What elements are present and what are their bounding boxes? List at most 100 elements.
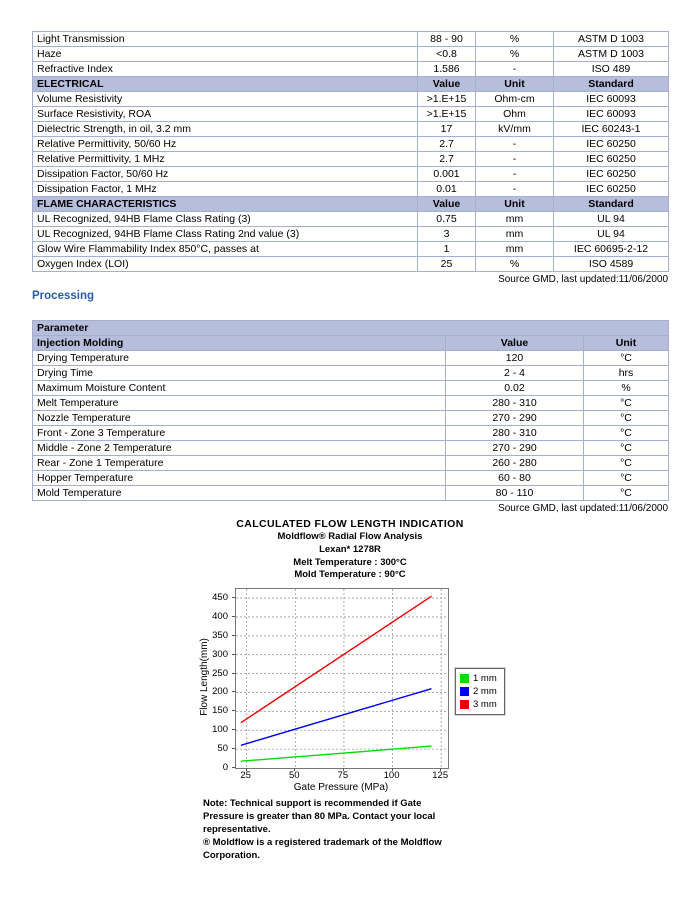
cell: Ohm-cm (475, 91, 554, 107)
note-line-1: Note: Technical support is recommended i… (203, 798, 422, 809)
header-cell: Value (417, 196, 476, 212)
header-cell: Value (445, 335, 584, 351)
legend-swatch (460, 674, 469, 683)
table-row: Haze <0.8% ASTM D 1003 (32, 46, 669, 62)
cell: IEC 60093 (553, 91, 669, 107)
cell: 0.01 (417, 181, 476, 197)
cell: Rear - Zone 1 Temperature (32, 455, 446, 471)
cell: % (475, 46, 554, 62)
cell: Surface Resistivity, ROA (32, 106, 418, 122)
legend-swatch (460, 700, 469, 709)
table-header-row: FLAME CHARACTERISTICS Value Unit Standard (32, 196, 669, 212)
y-tick-mark (232, 748, 235, 750)
cell: °C (583, 395, 669, 411)
table-row: Nozzle Temperature 270 - 290 °C (32, 410, 669, 426)
legend-swatch (460, 687, 469, 696)
table-row: Drying Temperature 120 °C (32, 350, 669, 366)
legend-item: 1 mm (460, 672, 497, 685)
datasheet-page: Light Transmission 88 - 90% ASTM D 1003 Haz… (32, 31, 669, 861)
source-note-2: Source GMD, last updated:11/06/2000 (498, 503, 668, 514)
y-tick-label: 0 (222, 762, 228, 773)
cell: UL Recognized, 94HB Flame Class Rating 2… (32, 226, 418, 242)
cell: - (475, 181, 554, 197)
header-cell: Injection Molding (32, 335, 446, 351)
legend-label: 2 mm (473, 686, 497, 697)
x-tick-label: 75 (337, 770, 349, 781)
x-tick-mark (294, 768, 296, 771)
y-tick-label: 400 (212, 610, 228, 622)
table-row: Mold Temperature 80 - 110 °C (32, 485, 669, 501)
cell: Light Transmission (32, 31, 418, 47)
cell: Maximum Moisture Content (32, 380, 446, 396)
cell: °C (583, 425, 669, 441)
y-tick-label: 350 (212, 629, 228, 641)
cell: - (475, 166, 554, 182)
chart-subtitle-3: Melt Temperature : 300°C (293, 556, 407, 568)
y-tick-mark (232, 691, 235, 693)
cell: Dissipation Factor, 1 MHz (32, 181, 418, 197)
cell: ASTM D 1003 (553, 31, 669, 47)
note-line-2: Pressure is greater than 80 MPa. Contact… (203, 811, 436, 822)
cell: >1.E+15 (417, 106, 476, 122)
y-tick-mark (232, 597, 235, 599)
x-tick-label: 100 (383, 770, 400, 781)
header-cell: Unit (475, 76, 554, 92)
cell: Drying Temperature (32, 350, 446, 366)
note-line-3: representative. (203, 824, 271, 835)
cell: % (475, 256, 554, 272)
cell: Drying Time (32, 365, 446, 381)
table-row: UL Recognized, 94HB Flame Class Rating (… (32, 211, 669, 227)
table-row: Dielectric Strength, in oil, 3.2 mm 17 kV/… (32, 121, 669, 137)
y-tick-mark (232, 710, 235, 712)
cell: - (475, 136, 554, 152)
table-header-row: Injection Molding Value Unit (32, 335, 669, 351)
cell: Dielectric Strength, in oil, 3.2 mm (32, 121, 418, 137)
source-note: Source GMD, last updated:11/06/2000 (498, 274, 668, 285)
cell: ISO 4589 (553, 256, 669, 272)
properties-table: Light Transmission 88 - 90% ASTM D 1003 Haz… (32, 31, 669, 272)
cell: >1.E+15 (417, 91, 476, 107)
legend-item: 3 mm (460, 698, 497, 711)
cell: - (475, 61, 554, 77)
table-row: Drying Time 2 - 4 hrs (32, 365, 669, 381)
header-cell: Value (417, 76, 476, 92)
table-row: Maximum Moisture Content 0.02% (32, 380, 669, 396)
table-row: Middle - Zone 2 Temperature 270 - 290 °C (32, 440, 669, 456)
cell: Melt Temperature (32, 395, 446, 411)
table-row: Hopper Temperature 60 - 80 °C (32, 470, 669, 486)
cell: IEC 60093 (553, 106, 669, 122)
cell: Ohm (475, 106, 554, 122)
cell: mm (475, 226, 554, 242)
cell: Nozzle Temperature (32, 410, 446, 426)
cell: 1.586 (417, 61, 476, 77)
chart-subtitle-4: Mold Temperature : 90°C (294, 569, 406, 581)
header-cell: FLAME CHARACTERISTICS (32, 196, 418, 212)
cell: hrs (583, 365, 669, 381)
cell: Dissipation Factor, 50/60 Hz (32, 166, 418, 182)
cell: 1 (417, 241, 476, 257)
cell: °C (583, 440, 669, 456)
cell: 0.75 (417, 211, 476, 227)
cell: ASTM D 1003 (553, 46, 669, 62)
chart-plot-area (235, 588, 449, 769)
chart-canvas (236, 589, 448, 768)
cell: ISO 489 (553, 61, 669, 77)
cell: 0.001 (417, 166, 476, 182)
cell: Glow Wire Flammability Index 850°C, pass… (32, 241, 418, 257)
cell: 3 (417, 226, 476, 242)
header-cell: Standard (553, 76, 669, 92)
x-tick-mark (391, 768, 393, 771)
cell: °C (583, 410, 669, 426)
chart-subtitle-2: Lexan* 1278R (319, 543, 381, 555)
x-tick-label: 50 (289, 770, 300, 781)
cell: 25 (417, 256, 476, 272)
table-row: Light Transmission 88 - 90% ASTM D 1003 (32, 31, 669, 47)
cell: Oxygen Index (LOI) (32, 256, 418, 272)
cell: % (583, 380, 669, 396)
table-row: Dissipation Factor, 1 MHz 0.01- IEC 60250 (32, 181, 669, 197)
header-cell: ELECTRICAL (32, 76, 418, 92)
cell: Middle - Zone 2 Temperature (32, 440, 446, 456)
cell: 2.7 (417, 136, 476, 152)
cell: 280 - 310 (445, 395, 584, 411)
cell: IEC 60250 (553, 151, 669, 167)
